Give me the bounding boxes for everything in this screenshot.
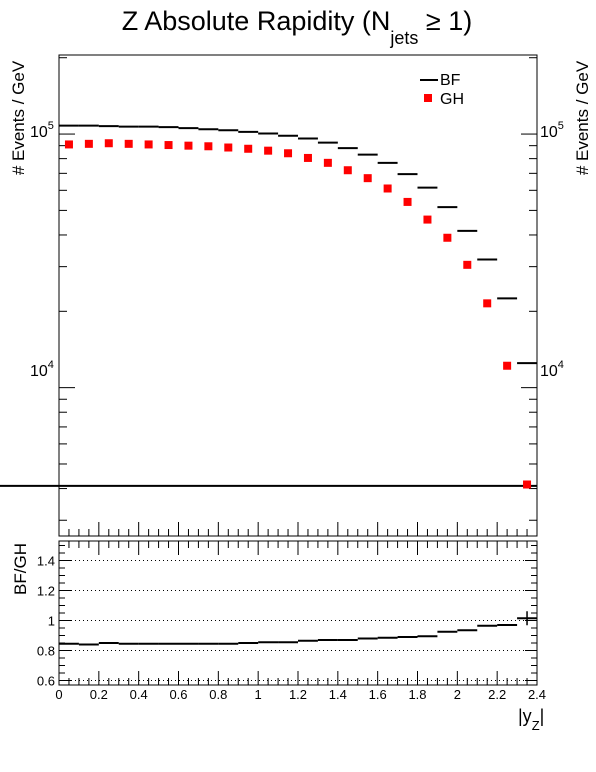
legend-gh-swatch [424, 94, 432, 102]
x-tick-label: 0.2 [90, 687, 108, 702]
ratio-y-tick-label: 1 [48, 614, 55, 629]
gh-marker [204, 142, 213, 151]
gh-marker [244, 144, 253, 153]
gh-marker [144, 140, 153, 149]
gh-marker [124, 139, 133, 148]
x-axis-label: |yZ| [518, 706, 544, 733]
y-tick-label-1e5-right: 105 [540, 120, 564, 141]
gh-marker [264, 146, 273, 155]
legend-gh-label: GH [440, 91, 464, 108]
x-tick-label: 0.8 [209, 687, 227, 702]
legend: BF GH [420, 72, 464, 108]
x-tick-label: 0 [55, 687, 62, 702]
gh-marker [104, 139, 113, 148]
gh-marker [443, 233, 452, 242]
x-tick-label: 1.2 [289, 687, 307, 702]
gh-marker [84, 139, 93, 148]
gh-marker [184, 141, 193, 150]
gh-marker [303, 153, 312, 162]
x-tick-label: 2.4 [528, 687, 546, 702]
x-tick-label: 1 [255, 687, 262, 702]
gh-marker [503, 361, 512, 370]
x-tick-label: 1.6 [369, 687, 387, 702]
x-tick-label: 0.6 [169, 687, 187, 702]
x-tick-label: 1.4 [329, 687, 347, 702]
ratio-y-tick-label: 1.4 [37, 554, 55, 569]
y-tick-label-1e5-left: 105 [30, 120, 54, 141]
x-tick-label: 2 [454, 687, 461, 702]
y-axis-label-left: # Events / GeV [9, 60, 28, 175]
lower-plot-frame [58, 540, 538, 686]
y-tick-label-1e4-left: 104 [30, 359, 54, 380]
gh-marker [224, 143, 233, 152]
gh-marker [164, 141, 173, 150]
ratio-y-tick-label: 0.8 [37, 644, 55, 659]
ratio-y-tick-label: 0.6 [37, 674, 55, 689]
gh-marker [323, 158, 332, 167]
y-axis-label-right: # Events / GeV [573, 60, 592, 175]
ratio-y-axis-label: BF/GH [11, 543, 30, 595]
gh-marker [343, 166, 352, 175]
gh-marker [64, 140, 73, 149]
chart-title: Z Absolute Rapidity (Njets ≥ 1) [122, 6, 472, 48]
gh-marker [383, 184, 392, 193]
y-tick-label-1e4-right: 104 [540, 359, 564, 380]
legend-bf-label: BF [440, 72, 461, 89]
gh-marker [363, 174, 372, 183]
ratio-y-tick-label: 1.2 [37, 584, 55, 599]
x-tick-label: 2.2 [488, 687, 506, 702]
x-tick-label: 1.8 [408, 687, 426, 702]
gh-marker [463, 260, 472, 269]
gh-marker [423, 215, 432, 224]
gh-marker [284, 149, 293, 158]
x-tick-label: 0.4 [130, 687, 148, 702]
gh-marker [483, 299, 492, 308]
gh-marker [523, 480, 532, 489]
gh-marker [403, 197, 412, 206]
